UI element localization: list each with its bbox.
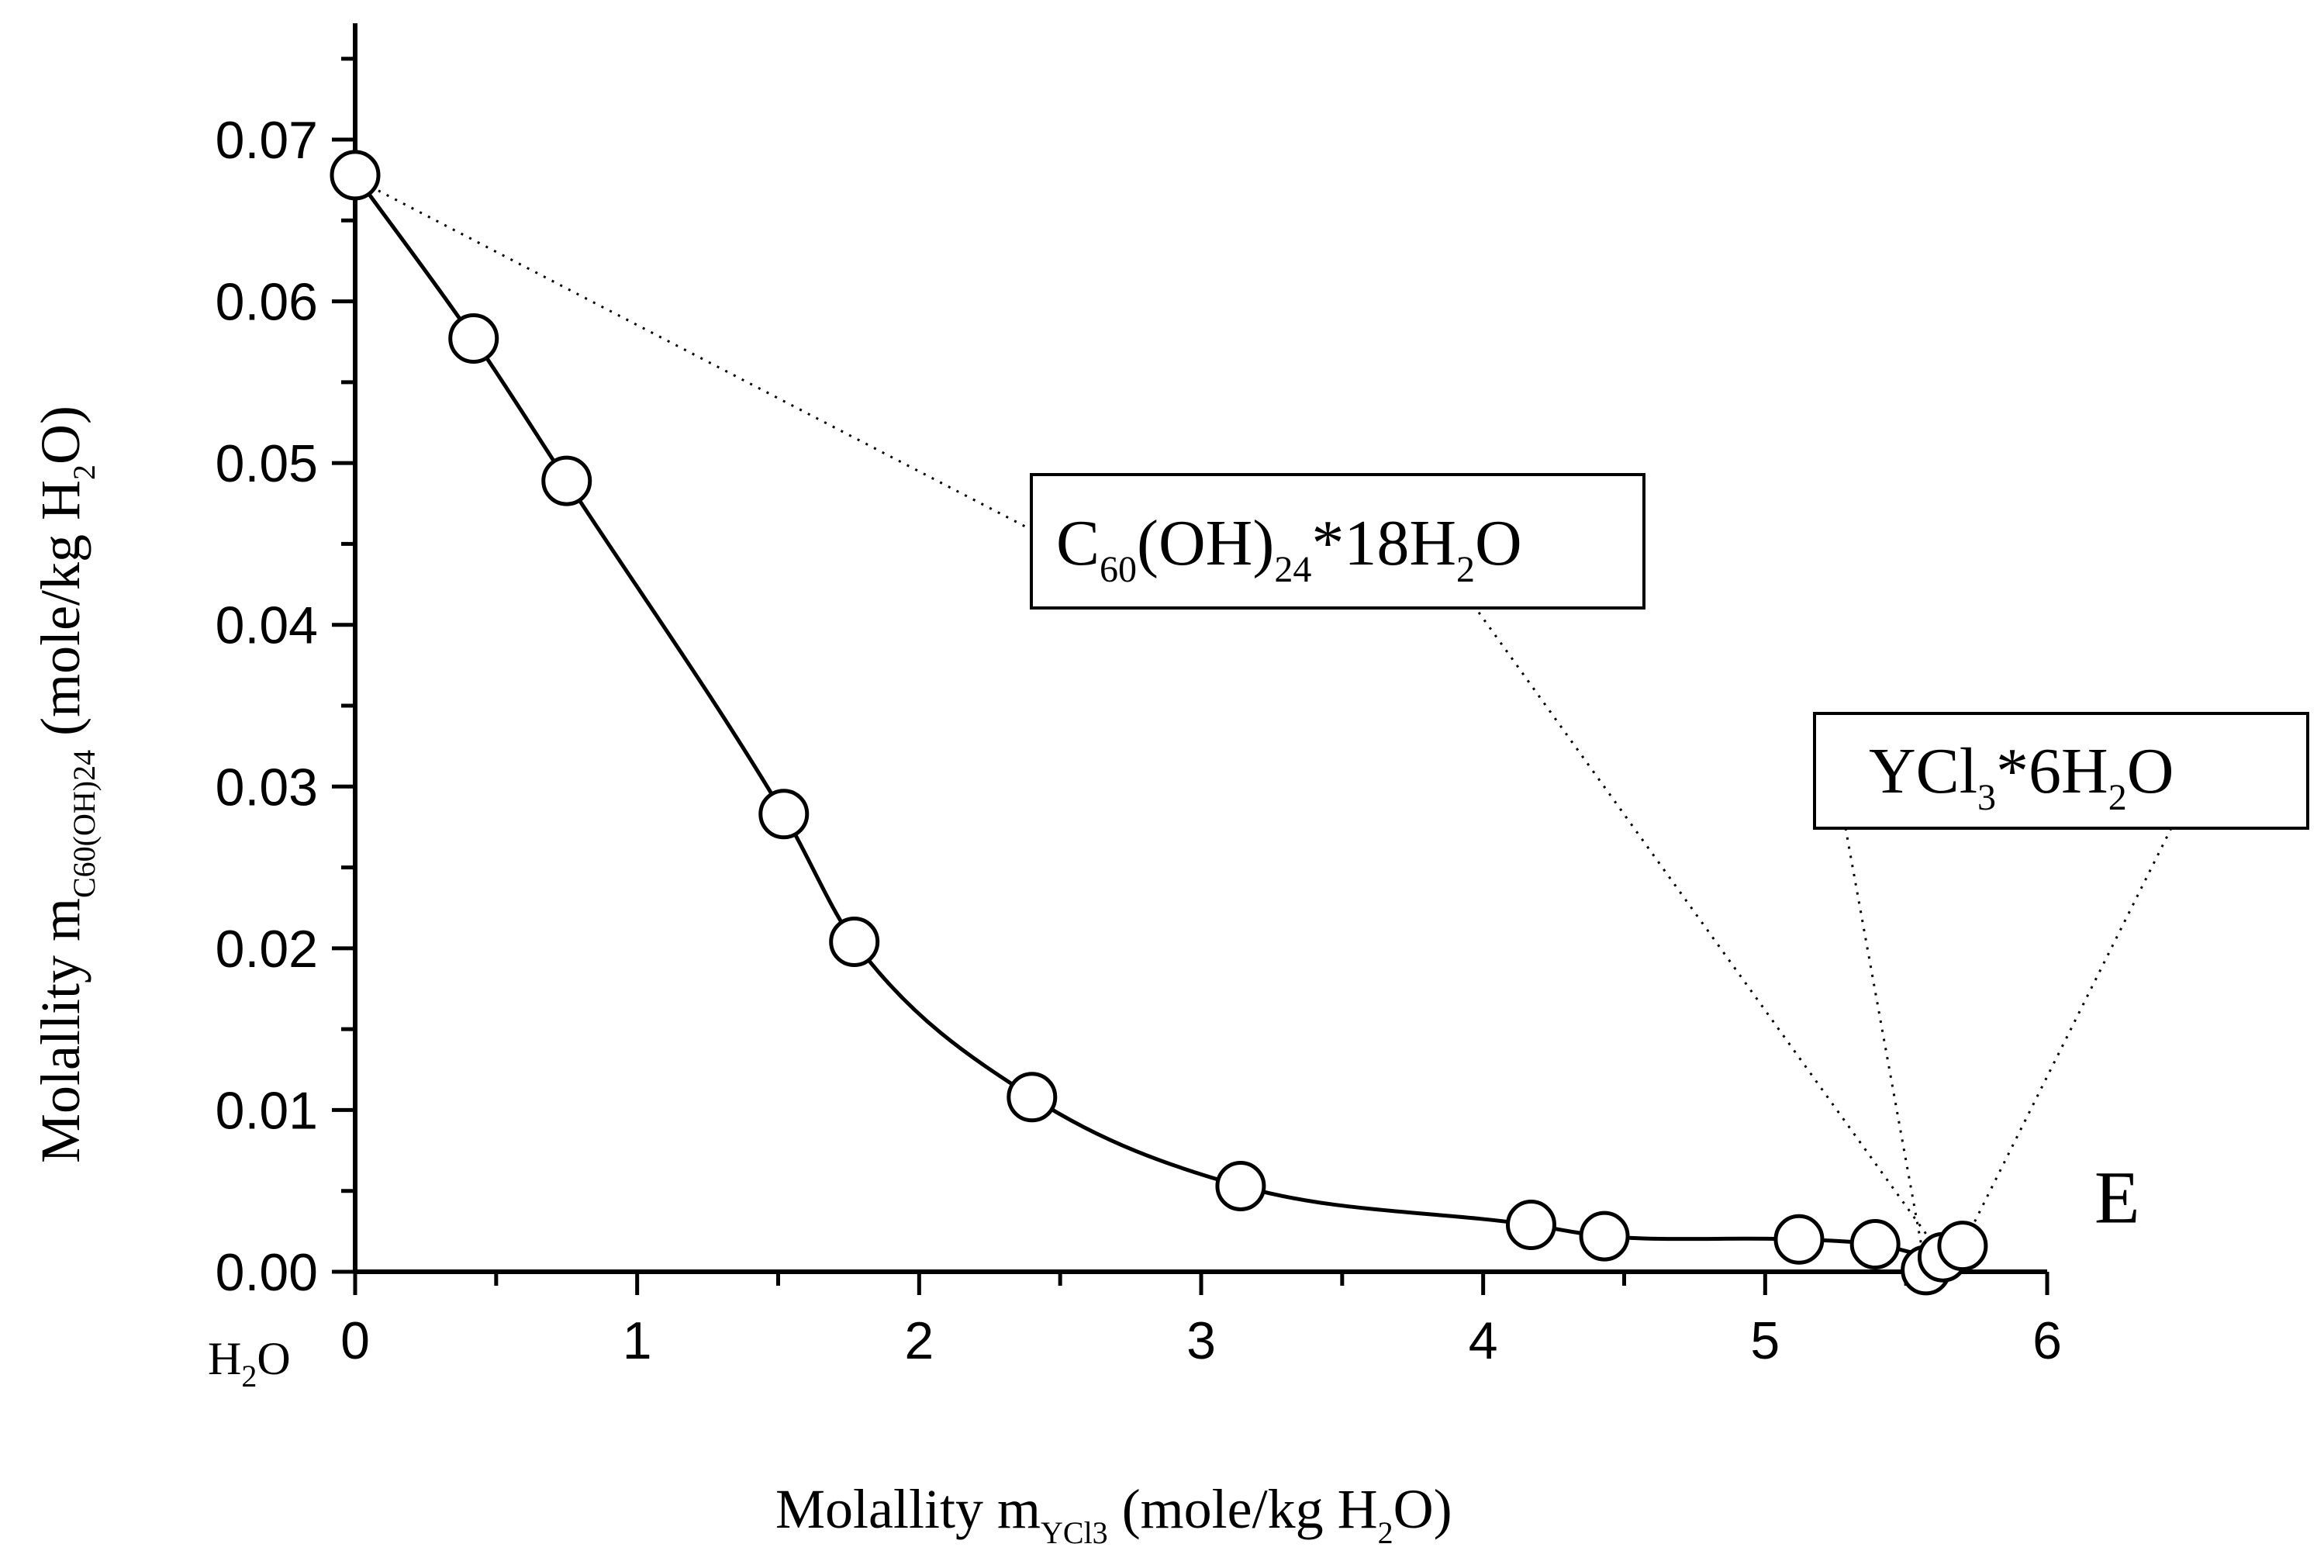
markers (330, 150, 1988, 1296)
y-axis-title-group: Molallity mC60(OH)24 (mole/kg H2O) (29, 406, 102, 1163)
tie-line-c60 (378, 189, 1032, 531)
tie-line-ycl3 (1844, 827, 1928, 1271)
x-tick-label: 0 (340, 1311, 370, 1370)
curve-layer (353, 174, 1964, 1259)
annotation-box-ycl3 (1813, 712, 2309, 830)
x-tick-label: 4 (1469, 1311, 1498, 1370)
data-point (1579, 1211, 1630, 1262)
x-tick-label: 5 (1750, 1311, 1780, 1370)
tie-lines (378, 189, 2173, 1271)
x-tick-label: 1 (623, 1311, 652, 1370)
data-point (1773, 1214, 1825, 1265)
tie-line-ycl3 (1961, 827, 2173, 1247)
data-point (1007, 1072, 1058, 1123)
y-tick-label: 0.00 (216, 1243, 318, 1302)
y-tick-label: 0.07 (216, 111, 318, 170)
data-point (758, 789, 810, 840)
y-tick-label: 0.04 (216, 596, 318, 655)
y-tick-label: 0.05 (216, 434, 318, 493)
origin-label: H2O (208, 1333, 291, 1394)
y-tick-label: 0.02 (216, 920, 318, 979)
annotation-label-c60: C60(OH)24*18H2O (1056, 507, 1522, 590)
data-point (829, 917, 880, 968)
data-point (1505, 1200, 1556, 1251)
x-tick-label: 3 (1186, 1311, 1216, 1370)
y-tick-label: 0.06 (216, 273, 318, 332)
data-point (448, 313, 499, 364)
annotation-label-ycl3: YCl3*6H2O (1869, 735, 2174, 818)
y-tick-label: 0.01 (216, 1081, 318, 1140)
axes (332, 23, 2049, 1295)
data-point (541, 455, 592, 506)
tie-line-c60 (1472, 604, 1944, 1259)
data-point (1937, 1221, 1988, 1272)
x-tick-label: 2 (904, 1311, 934, 1370)
labels: 0 1 2 3 4 5 6 0.00 0.01 0.02 0.03 0.04 0.05 0.06 0.07 M… (29, 111, 2309, 1550)
point-label-e: E (2094, 1156, 2140, 1239)
data-point (330, 150, 381, 201)
series-curve (353, 174, 1964, 1259)
y-tick-label: 0.03 (216, 758, 318, 817)
y-axis-title: Molallity mC60(OH)24 (mole/kg H2O) (29, 406, 102, 1163)
x-axis-title: Molallity mYCl3 (mole/kg H2O) (775, 1478, 1452, 1550)
data-point (1215, 1160, 1266, 1211)
annotation-box-c60 (1030, 473, 1645, 610)
data-point (1849, 1219, 1901, 1270)
x-tick-label: 6 (2032, 1311, 2062, 1370)
